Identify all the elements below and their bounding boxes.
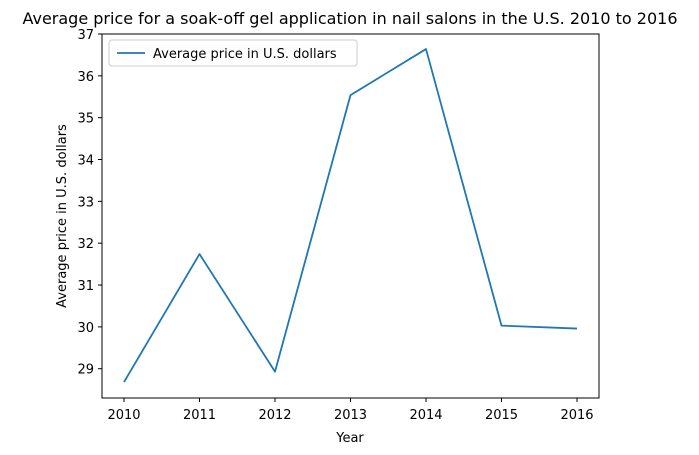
x-axis-label: Year (335, 431, 364, 446)
x-tick-label: 2015 (485, 408, 518, 423)
x-tick-label: 2013 (334, 408, 367, 423)
plot-frame (101, 33, 600, 399)
x-tick-label: 2011 (183, 408, 216, 423)
y-tick-label: 37 (77, 28, 94, 43)
x-tick-label: 2014 (409, 408, 442, 423)
series-line (123, 48, 578, 383)
y-axis: 29 30 31 32 33 34 35 36 37 (77, 28, 102, 378)
x-tick-label: 2016 (560, 408, 593, 423)
legend-entry-label: Average price in U.S. dollars (153, 47, 337, 62)
plot-area (101, 33, 600, 399)
y-tick-label: 33 (77, 195, 94, 210)
y-tick-label: 34 (77, 154, 94, 169)
y-tick-label: 36 (77, 70, 94, 85)
y-tick-label: 30 (77, 321, 94, 336)
series-layer (123, 48, 578, 383)
legend: Average price in U.S. dollars (108, 39, 358, 67)
y-tick-label: 31 (77, 279, 94, 294)
y-tick-label: 29 (77, 363, 94, 378)
chart-title: Average price for a soak-off gel applica… (22, 9, 677, 28)
x-tick-label: 2012 (258, 408, 291, 423)
y-tick-label: 35 (77, 112, 94, 127)
y-axis-label: Average price in U.S. dollars (55, 124, 70, 308)
x-axis: 2010 2011 2012 2013 2014 2015 2016 (107, 398, 594, 423)
legend-box (108, 39, 358, 67)
x-tick-label: 2010 (107, 408, 140, 423)
y-tick-label: 32 (77, 237, 94, 252)
